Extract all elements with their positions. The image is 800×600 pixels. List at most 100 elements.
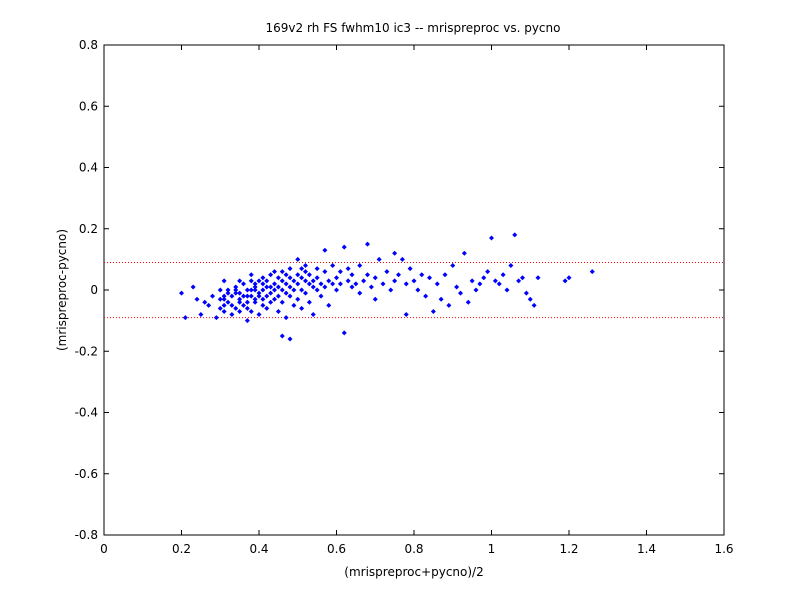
data-point — [225, 290, 231, 296]
x-tick-label: 0.8 — [404, 542, 423, 556]
data-point — [500, 272, 506, 278]
data-point — [198, 312, 204, 317]
data-point — [244, 305, 250, 311]
data-point — [299, 305, 305, 311]
data-point — [272, 287, 277, 293]
data-point — [248, 293, 254, 299]
data-point — [275, 275, 281, 281]
data-point — [279, 299, 285, 305]
data-point — [221, 278, 227, 284]
data-point — [523, 290, 529, 296]
data-point — [376, 256, 382, 262]
data-point — [279, 278, 285, 284]
data-point — [314, 275, 320, 281]
data-point — [299, 266, 305, 272]
data-point — [322, 269, 328, 275]
data-point — [361, 278, 367, 284]
data-point — [256, 293, 262, 299]
data-point — [349, 284, 355, 290]
data-point — [264, 278, 270, 284]
data-point — [241, 293, 246, 299]
data-point — [252, 296, 258, 302]
data-point — [260, 287, 266, 293]
data-point — [268, 299, 274, 305]
data-point — [310, 312, 316, 317]
data-point — [233, 305, 239, 311]
data-point — [295, 296, 301, 302]
data-point — [516, 278, 522, 284]
data-point — [295, 281, 301, 287]
data-point — [334, 275, 339, 281]
data-point — [310, 278, 316, 284]
x-tick-label: 1.6 — [714, 542, 733, 556]
data-point — [388, 287, 394, 293]
data-point — [403, 281, 409, 287]
data-point — [179, 290, 184, 296]
data-point — [260, 302, 266, 308]
data-point — [221, 296, 227, 302]
data-point — [229, 312, 235, 317]
data-point — [248, 287, 254, 293]
data-point — [314, 266, 320, 272]
x-tick-label: 1.4 — [637, 542, 656, 556]
data-point — [306, 299, 312, 305]
data-point — [291, 287, 297, 293]
data-point — [248, 278, 254, 284]
data-point — [272, 269, 277, 275]
data-point — [237, 296, 243, 302]
data-point — [190, 284, 196, 290]
data-point — [260, 275, 266, 281]
y-tick-label: -0.8 — [75, 528, 98, 542]
data-point — [283, 272, 289, 278]
data-point — [454, 284, 460, 290]
data-point — [217, 296, 223, 302]
data-point — [357, 290, 363, 296]
y-tick-label: 0.4 — [79, 161, 98, 175]
data-point — [303, 278, 308, 284]
x-tick-label: 0.2 — [172, 542, 191, 556]
data-point — [458, 290, 463, 296]
data-point — [229, 293, 235, 299]
data-point — [217, 305, 223, 311]
data-point — [244, 318, 250, 324]
x-tick-label: 0.4 — [249, 542, 268, 556]
data-point — [225, 299, 231, 305]
y-tick-label: 0.6 — [79, 99, 98, 113]
data-point — [233, 284, 239, 290]
data-point — [326, 302, 332, 308]
y-tick-label: -0.4 — [75, 406, 98, 420]
data-point — [310, 284, 316, 290]
data-point — [438, 296, 444, 302]
data-point — [283, 290, 289, 296]
data-point — [225, 287, 231, 293]
data-point — [237, 308, 243, 314]
data-point — [237, 278, 243, 284]
y-tick-label: 0.8 — [79, 38, 98, 52]
data-point — [481, 275, 487, 281]
data-point — [477, 281, 483, 287]
data-point — [260, 296, 266, 302]
data-point — [341, 244, 347, 250]
data-point — [492, 278, 498, 284]
data-point — [252, 284, 258, 290]
data-point — [256, 312, 262, 317]
data-point — [287, 266, 293, 272]
data-point — [392, 278, 398, 284]
data-point — [221, 293, 227, 299]
data-point — [334, 287, 339, 293]
data-point — [411, 278, 417, 284]
data-point — [349, 272, 355, 278]
data-point — [337, 269, 343, 275]
data-point — [244, 299, 250, 305]
data-point — [520, 275, 525, 281]
data-point — [264, 305, 270, 311]
data-point — [345, 266, 351, 272]
data-point — [291, 278, 297, 284]
data-point — [589, 269, 595, 275]
data-point — [272, 281, 277, 287]
data-point — [264, 293, 270, 299]
data-point — [504, 287, 510, 293]
data-point — [182, 315, 188, 321]
data-point — [566, 275, 572, 281]
data-point — [206, 302, 212, 308]
